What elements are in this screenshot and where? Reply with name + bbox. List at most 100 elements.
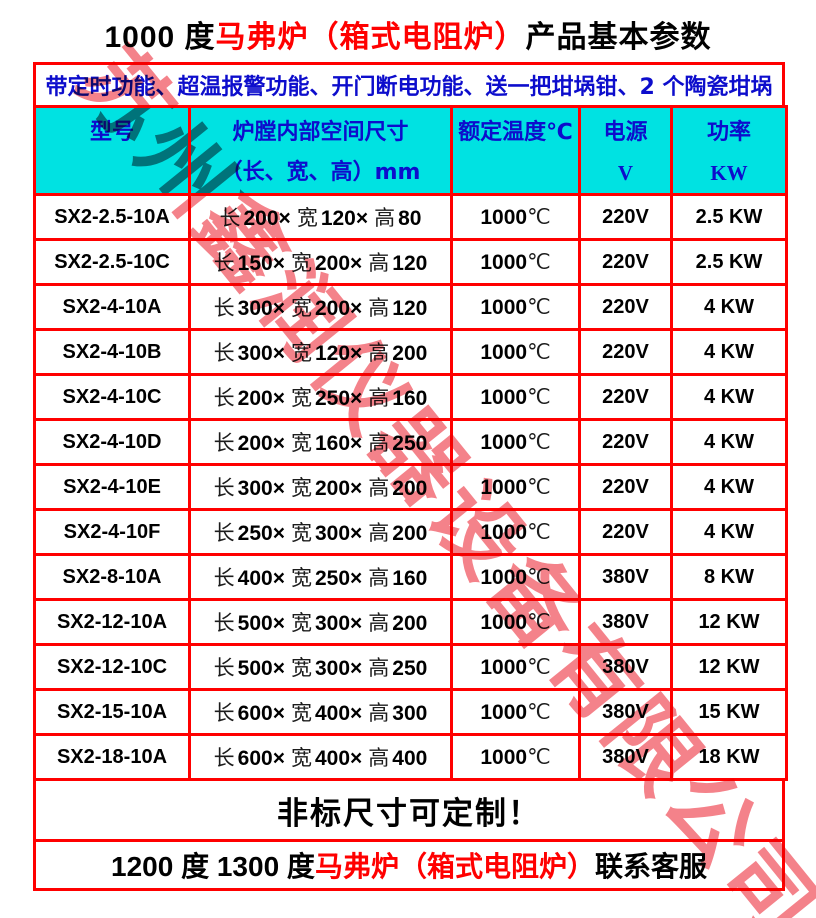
dim-value-height: 120 <box>392 252 428 275</box>
dim-value-height: 120 <box>392 297 428 320</box>
cell-power: 8 KW <box>670 553 788 601</box>
times-sign: × <box>272 297 285 320</box>
dim-label-width: 宽 <box>290 431 312 455</box>
cell-chamber-size: 长 300× 宽 200× 高 200 <box>188 463 453 511</box>
dim-label-width: 宽 <box>290 701 312 725</box>
temp-value: 1000 <box>480 475 528 499</box>
cell-power: 18 KW <box>670 733 788 781</box>
cell-chamber-size: 长 500× 宽 300× 高 200 <box>188 598 453 646</box>
header-power-source: 电源 V <box>578 105 673 196</box>
dim-label-width: 宽 <box>290 476 312 500</box>
dim-label-length: 长 <box>213 746 235 770</box>
cell-power: 4 KW <box>670 373 788 421</box>
title-temperature: 1000 度 <box>104 21 216 54</box>
dim-label-height: 高 <box>368 341 390 365</box>
dim-label-width: 宽 <box>290 746 312 770</box>
dim-label-height: 高 <box>368 476 390 500</box>
dim-label-height: 高 <box>368 566 390 590</box>
temp-value: 1000 <box>480 565 528 589</box>
temp-unit: ℃ <box>527 429 551 454</box>
dim-value-height: 80 <box>398 207 422 230</box>
spec-table-rows: SX2-2.5-10A 长 200× 宽 120× 高 80 1000℃ 220V 2.5 KW S… <box>33 193 788 781</box>
temp-unit: ℃ <box>527 294 551 319</box>
temp-unit: ℃ <box>527 384 551 409</box>
cell-rated-temperature: 1000℃ <box>450 373 581 421</box>
spec-row: SX2-15-10A 长 600× 宽 400× 高 300 1000℃ 380V 15 KW <box>33 688 788 736</box>
dim-value-width: 300 <box>314 612 351 635</box>
dim-value-width: 200 <box>314 252 351 275</box>
times-sign: × <box>272 252 285 275</box>
spec-row: SX2-4-10C 长 200× 宽 250× 高 160 1000℃ 220V 4 KW <box>33 373 788 421</box>
dim-label-length: 长 <box>213 341 235 365</box>
temp-value: 1000 <box>480 655 528 679</box>
spec-row: SX2-4-10E 长 300× 宽 200× 高 200 1000℃ 220V 4 KW <box>33 463 788 511</box>
times-sign: × <box>272 702 285 725</box>
dim-value-length: 250 <box>237 522 273 545</box>
dim-value-width: 120 <box>320 207 356 230</box>
spec-row: SX2-12-10A 长 500× 宽 300× 高 200 1000℃ 380V 12 KW <box>33 598 788 646</box>
spec-row: SX2-18-10A 长 600× 宽 400× 高 400 1000℃ 380V 18 KW <box>33 733 788 781</box>
title-suffix: 产品基本参数 <box>525 20 712 55</box>
spec-row: SX2-8-10A 长 400× 宽 250× 高 160 1000℃ 380V 8 KW <box>33 553 788 601</box>
dim-label-length: 长 <box>213 296 235 320</box>
dim-label-height: 高 <box>368 296 390 320</box>
cell-model: SX2-18-10A <box>33 733 191 781</box>
dim-value-length: 300 <box>237 477 273 500</box>
times-sign: × <box>350 477 363 500</box>
times-sign: × <box>272 387 285 410</box>
cell-power: 12 KW <box>670 598 788 646</box>
dim-label-length: 长 <box>213 656 235 680</box>
cell-rated-temperature: 1000℃ <box>450 283 581 331</box>
cell-voltage: 380V <box>578 733 673 781</box>
cell-rated-temperature: 1000℃ <box>450 463 581 511</box>
cell-power: 4 KW <box>670 508 788 556</box>
dim-value-length: 200 <box>243 207 279 230</box>
times-sign: × <box>350 747 363 770</box>
header-model: 型号 <box>33 105 191 196</box>
cell-power: 4 KW <box>670 328 788 376</box>
times-sign: × <box>350 297 363 320</box>
cell-rated-temperature: 1000℃ <box>450 733 581 781</box>
spec-sheet-body: 带定时功能、超温报警功能、开门断电功能、送一把坩埚钳、2 个陶瓷坩埚 型号 炉膛… <box>33 62 788 891</box>
dim-value-length: 150 <box>237 252 273 275</box>
header-power: 功率 KW <box>670 105 788 196</box>
dim-value-width: 300 <box>314 657 351 680</box>
cell-model: SX2-8-10A <box>33 553 191 601</box>
temp-value: 1000 <box>480 385 528 409</box>
dim-label-height: 高 <box>368 701 390 725</box>
dim-value-height: 250 <box>392 657 428 680</box>
cell-chamber-size: 长 300× 宽 200× 高 120 <box>188 283 453 331</box>
temp-unit: ℃ <box>527 744 551 769</box>
temp-value: 1000 <box>480 205 528 229</box>
dim-label-width: 宽 <box>290 386 312 410</box>
feature-banner-text: 带定时功能、超温报警功能、开门断电功能、送一把坩埚钳、2 个陶瓷坩埚 <box>45 75 773 100</box>
header-rated-temperature: 额定温度℃ <box>450 105 581 196</box>
times-sign: × <box>350 342 363 365</box>
dim-value-length: 200 <box>237 387 273 410</box>
times-sign: × <box>350 432 363 455</box>
spec-row: SX2-4-10F 长 250× 宽 300× 高 200 1000℃ 220V 4 KW <box>33 508 788 556</box>
temp-value: 1000 <box>480 430 528 454</box>
temp-unit: ℃ <box>527 699 551 724</box>
cell-chamber-size: 长 200× 宽 120× 高 80 <box>188 193 453 241</box>
cell-model: SX2-15-10A <box>33 688 191 736</box>
cell-rated-temperature: 1000℃ <box>450 553 581 601</box>
cell-chamber-size: 长 150× 宽 200× 高 120 <box>188 238 453 286</box>
dim-value-width: 300 <box>314 522 351 545</box>
contact-note-product: 马弗炉（箱式电阻炉） <box>314 850 595 883</box>
times-sign: × <box>350 522 363 545</box>
contact-note-suffix: 联系客服 <box>594 850 707 883</box>
temp-value: 1000 <box>480 520 528 544</box>
dim-value-width: 250 <box>314 387 351 410</box>
temp-value: 1000 <box>480 700 528 724</box>
cell-voltage: 220V <box>578 328 673 376</box>
cell-power: 12 KW <box>670 643 788 691</box>
temp-unit: ℃ <box>527 204 551 229</box>
dim-value-length: 500 <box>237 657 273 680</box>
dim-label-width: 宽 <box>290 656 312 680</box>
cell-model: SX2-4-10F <box>33 508 191 556</box>
dim-label-width: 宽 <box>290 521 312 545</box>
cell-power: 15 KW <box>670 688 788 736</box>
cell-chamber-size: 长 250× 宽 300× 高 200 <box>188 508 453 556</box>
spec-table: 型号 炉膛内部空间尺寸 （长、宽、高）mm 额定温度℃ 电源 V 功率 <box>33 105 788 781</box>
